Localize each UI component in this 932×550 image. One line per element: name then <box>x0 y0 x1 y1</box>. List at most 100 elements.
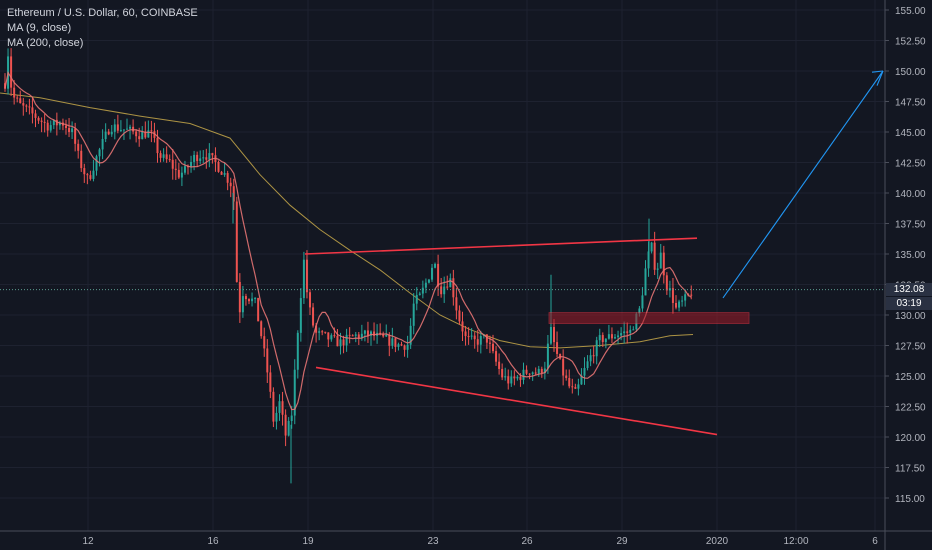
candle-body <box>360 333 363 339</box>
y-tick-label: 140.00 <box>895 189 926 200</box>
candle-body <box>632 329 635 331</box>
candle-body <box>543 368 546 374</box>
candle-body <box>28 106 31 108</box>
candle-body <box>248 299 250 302</box>
candle-body <box>601 335 604 343</box>
candle-body <box>150 130 153 132</box>
candle-body <box>251 298 254 302</box>
candle-body <box>461 321 464 332</box>
candle-body <box>46 122 49 131</box>
candle-body <box>177 169 180 178</box>
candle-body <box>446 286 449 288</box>
candle-body <box>501 368 504 378</box>
candle-body <box>321 331 324 333</box>
ma9-legend[interactable]: MA (9, close) <box>7 22 72 34</box>
candle-body <box>22 103 25 106</box>
lower-trendline <box>315 366 718 436</box>
candle-body <box>278 401 281 413</box>
candle-body <box>65 125 67 128</box>
candle-body <box>159 153 162 158</box>
candle-body <box>58 122 61 126</box>
candle-body <box>382 333 385 337</box>
candle-body <box>202 157 205 159</box>
candle-body <box>232 186 235 202</box>
candle-body <box>626 331 629 333</box>
candle-body <box>458 310 461 322</box>
candle-body <box>168 159 171 161</box>
candle-body <box>171 159 174 169</box>
candle-body <box>244 296 247 300</box>
candle-body <box>540 368 543 374</box>
candle-body <box>266 348 269 373</box>
candle-body <box>119 129 122 131</box>
candle-body <box>681 300 684 302</box>
candle-body <box>345 334 348 346</box>
candle-body <box>174 168 177 170</box>
symbol-title[interactable]: Ethereum / U.S. Dollar, 60, COINBASE <box>7 7 198 19</box>
candle-body <box>470 335 473 337</box>
candle-body <box>126 128 128 130</box>
candle-body <box>147 130 150 138</box>
candle-body <box>647 251 650 269</box>
candle-body <box>534 372 537 374</box>
candle-body <box>431 267 433 280</box>
chart-legend: Ethereum / U.S. Dollar, 60, COINBASE MA … <box>7 6 198 51</box>
candle-body <box>254 297 257 299</box>
candle-body <box>363 330 366 334</box>
candle-body <box>196 154 199 162</box>
candle-body <box>391 338 394 346</box>
candle-body <box>495 351 498 362</box>
candle-body <box>293 369 296 416</box>
candle-body <box>284 414 287 436</box>
projection-arrow <box>722 70 884 299</box>
x-tick-label: 12 <box>82 536 94 547</box>
y-tick-label: 147.50 <box>895 98 926 109</box>
ma-200-path <box>0 92 694 349</box>
candle-body <box>324 331 327 333</box>
candle-body <box>98 149 101 157</box>
candle-body <box>665 275 668 291</box>
resistance-zone <box>548 312 750 324</box>
candle-body <box>400 344 403 346</box>
candle-body <box>388 334 391 346</box>
candle-body <box>580 375 583 385</box>
candle-body <box>71 128 74 133</box>
candle-body <box>498 361 501 369</box>
candle-body <box>403 345 406 350</box>
candle-body <box>409 325 412 345</box>
candle-body <box>31 107 34 114</box>
candle-body <box>641 295 644 309</box>
ma200-legend[interactable]: MA (200, close) <box>7 37 84 49</box>
candle-body <box>110 131 113 135</box>
candle-body <box>507 376 510 384</box>
candle-body <box>595 340 598 357</box>
candle-body <box>299 298 302 333</box>
candles <box>4 48 693 484</box>
candle-body <box>607 334 610 339</box>
candle-body <box>357 334 360 339</box>
candle-body <box>263 336 266 349</box>
candle-body <box>129 126 132 129</box>
drawings[interactable] <box>304 70 884 436</box>
candle-body <box>269 372 272 392</box>
candle-body <box>92 170 95 179</box>
ma-9-path <box>4 70 692 411</box>
candle-body <box>412 303 415 326</box>
y-tick-label: 125.00 <box>895 372 926 383</box>
candle-body <box>644 268 647 296</box>
candle-body <box>650 242 653 252</box>
x-tick-label: 19 <box>302 536 314 547</box>
candle-body <box>351 335 354 337</box>
candle-body <box>614 337 616 339</box>
candle-body <box>86 174 89 176</box>
candle-body <box>25 105 28 107</box>
candle-body <box>424 282 427 288</box>
candle-body <box>199 158 202 162</box>
x-tick-label: 6 <box>872 536 878 547</box>
candle-body <box>302 259 305 299</box>
candle-body <box>312 307 315 326</box>
candle-body <box>315 325 318 333</box>
